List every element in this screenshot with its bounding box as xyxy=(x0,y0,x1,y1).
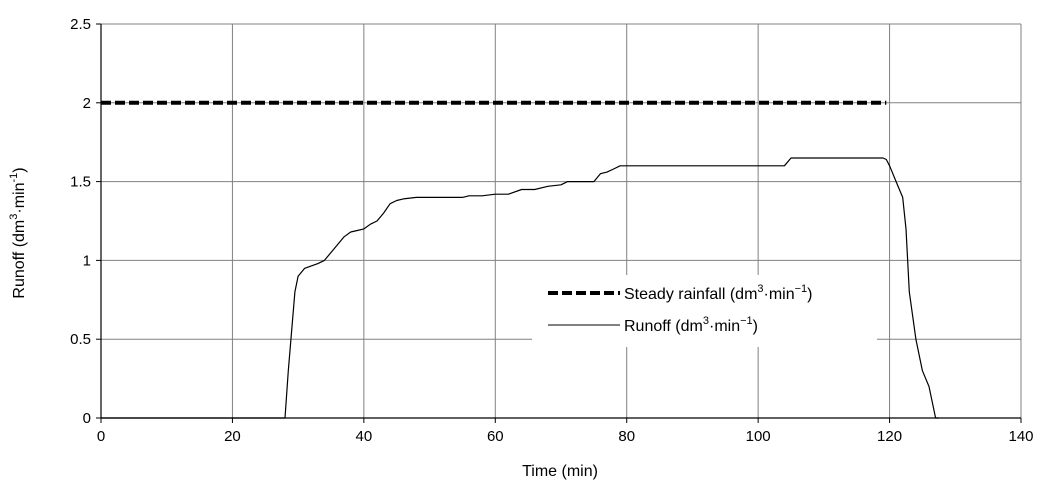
axes xyxy=(96,23,1022,423)
y-tick-label: 1 xyxy=(83,252,91,269)
legend-label-runoff: Runoff (dm3·min−1) xyxy=(624,315,758,335)
y-tick-label: 1.5 xyxy=(70,174,91,191)
legend-background xyxy=(532,275,877,347)
y-tick-label: 0 xyxy=(83,410,91,427)
y-tick-label: 2 xyxy=(83,95,91,112)
x-tick-label: 40 xyxy=(356,428,373,445)
y-axis-title: Runoff (dm3·min-1) xyxy=(8,167,28,298)
x-tick-label: 100 xyxy=(746,428,771,445)
y-tick-label: 2.5 xyxy=(70,16,91,33)
x-tick-label: 80 xyxy=(618,428,635,445)
series-layer xyxy=(101,100,939,419)
legend-label-rainfall: Steady rainfall (dm3·min−1) xyxy=(624,283,813,303)
x-tick-label: 60 xyxy=(487,428,504,445)
runoff-series-line xyxy=(101,157,939,419)
gridlines xyxy=(101,23,1022,418)
x-tick-label: 140 xyxy=(1008,428,1033,445)
x-tick-label: 0 xyxy=(97,428,105,445)
legend: Steady rainfall (dm3·min−1) Runoff (dm3·… xyxy=(532,275,877,347)
x-axis-title: Time (min) xyxy=(522,463,598,480)
x-tick-label: 20 xyxy=(224,428,241,445)
tick-labels: 0 20 40 60 80 100 120 140 0 0.5 1 1.5 2 2.5 xyxy=(70,16,1033,445)
y-tick-label: 0.5 xyxy=(70,331,91,348)
x-tick-label: 120 xyxy=(877,428,902,445)
